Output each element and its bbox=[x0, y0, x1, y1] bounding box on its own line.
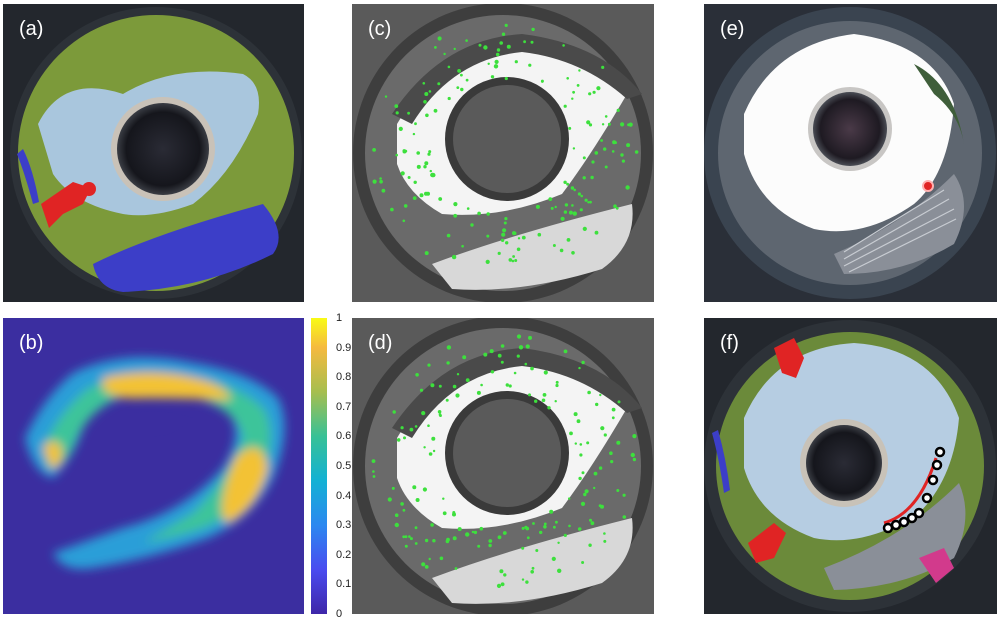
feature-points-image-d bbox=[352, 318, 654, 614]
feature-points-image-c bbox=[352, 4, 654, 302]
colorbar-tick-label: 0.6 bbox=[336, 430, 352, 443]
panel-e-photo: (e) bbox=[704, 4, 997, 302]
panel-label-a: (a) bbox=[19, 18, 44, 40]
probability-heatmap bbox=[3, 318, 304, 614]
colorbar-tick-label: 0.1 bbox=[336, 578, 352, 591]
colorbar-tick-label: 0.2 bbox=[336, 548, 352, 561]
colorbar-tick-label: 0.7 bbox=[336, 400, 352, 413]
target-marker bbox=[922, 180, 934, 192]
panel-label-c: (c) bbox=[368, 18, 392, 40]
panel-label-b: (b) bbox=[19, 332, 44, 354]
colorbar-tick-label: 0.9 bbox=[336, 341, 352, 354]
colorbar-tick-label: 0.3 bbox=[336, 519, 352, 532]
panel-d-features: (d) bbox=[352, 318, 654, 614]
colorbar-tick-label: 0.5 bbox=[336, 460, 352, 472]
colorbar-tick-label: 1 bbox=[336, 312, 343, 324]
panel-f-trajectory: (f) bbox=[704, 318, 997, 614]
panel-b-heatmap: (b) bbox=[3, 318, 304, 614]
colorbar bbox=[311, 318, 327, 614]
panel-label-d: (d) bbox=[368, 332, 393, 354]
segmentation-trajectory-image bbox=[704, 318, 997, 614]
colorbar-tick-label: 0 bbox=[336, 608, 343, 620]
trajectory-curve bbox=[883, 457, 938, 525]
panel-label-f: (f) bbox=[720, 332, 739, 354]
segmentation-image bbox=[3, 4, 304, 302]
colorbar-tick-label: 0.4 bbox=[336, 489, 352, 502]
panel-label-e: (e) bbox=[720, 18, 745, 40]
feature-points-d bbox=[371, 334, 637, 588]
feature-points-c bbox=[372, 23, 639, 264]
fisheye-photo bbox=[704, 4, 997, 302]
panel-c-features: (c) bbox=[352, 4, 654, 302]
trajectory-points bbox=[882, 446, 946, 534]
colorbar-tick-label: 0.8 bbox=[336, 371, 352, 384]
panel-a-segmentation: (a) bbox=[3, 4, 304, 302]
